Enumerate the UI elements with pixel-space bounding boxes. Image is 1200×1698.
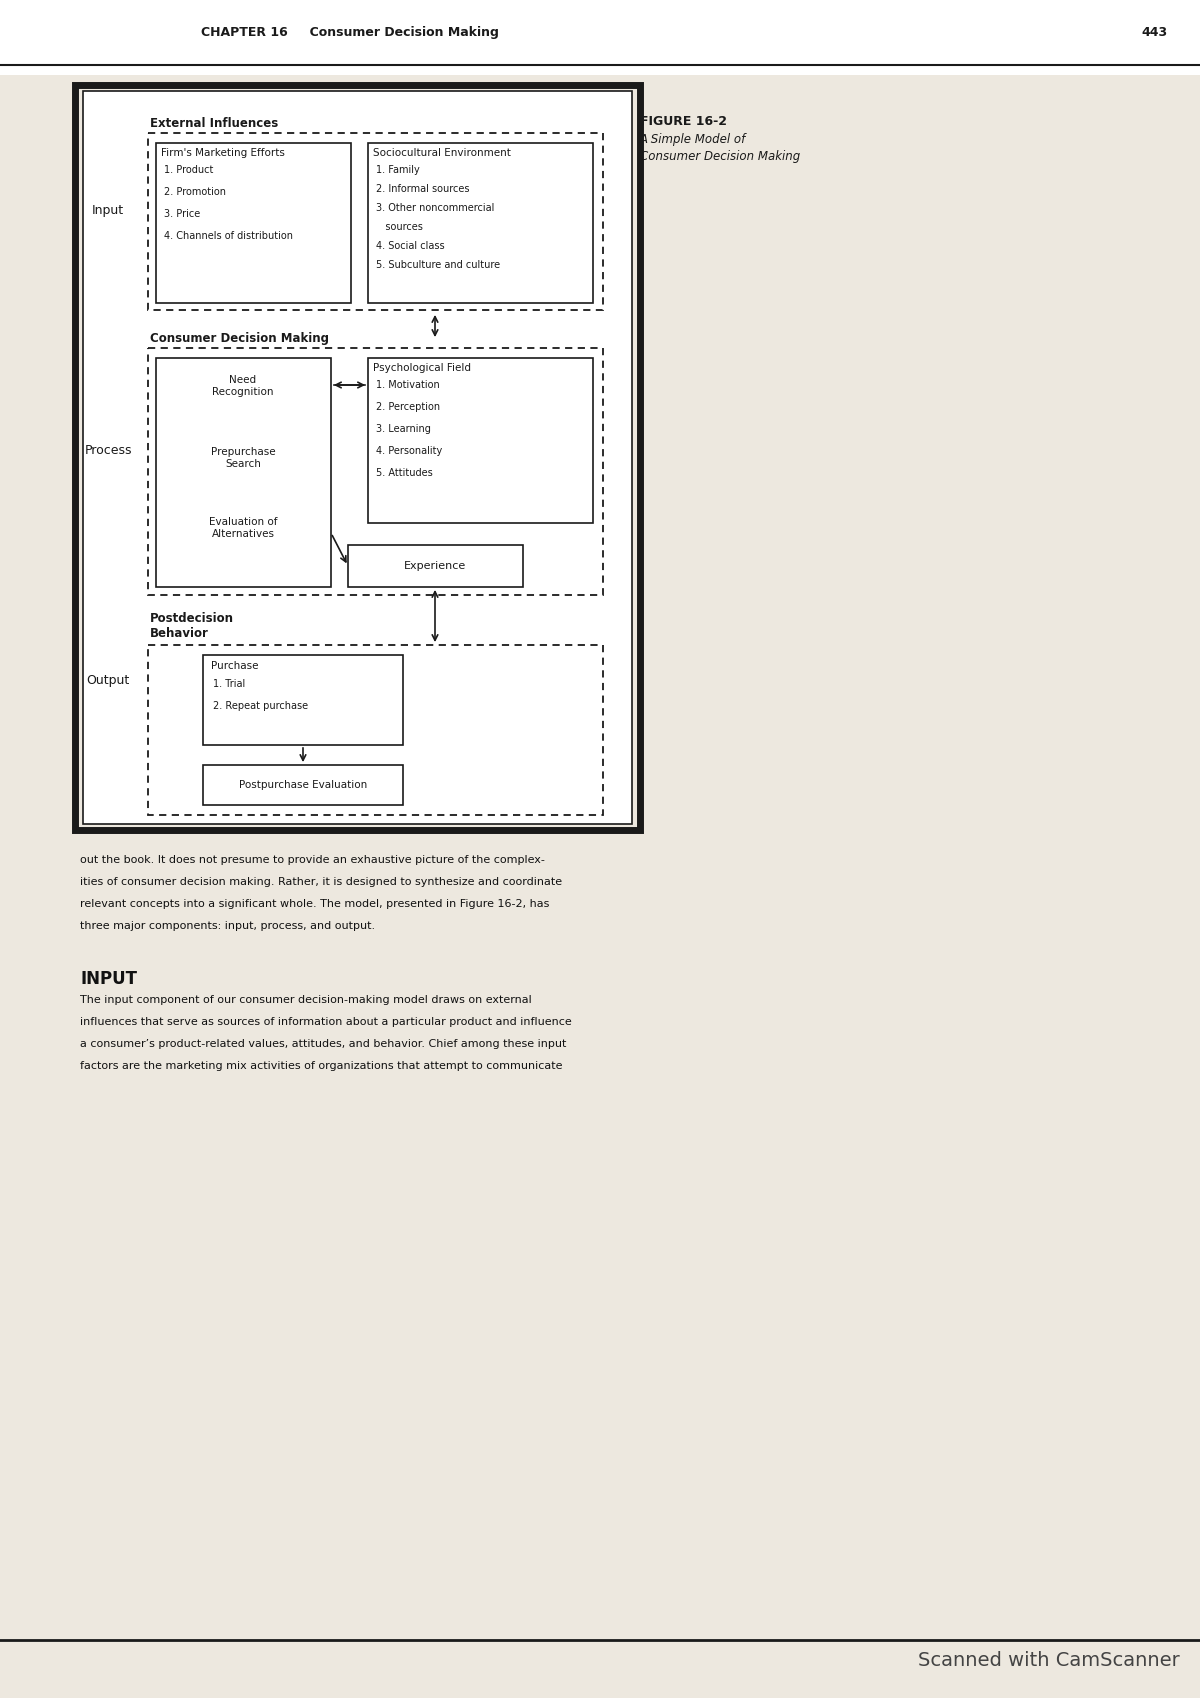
- Text: 2. Repeat purchase: 2. Repeat purchase: [214, 701, 308, 711]
- Text: Purchase: Purchase: [211, 661, 258, 671]
- Text: three major components: input, process, and output.: three major components: input, process, …: [80, 920, 376, 931]
- Text: Consumer Decision Making: Consumer Decision Making: [150, 333, 329, 345]
- Text: 4. Personality: 4. Personality: [376, 447, 443, 457]
- Text: 1. Product: 1. Product: [164, 165, 214, 175]
- Bar: [0, 841, 1200, 1698]
- Text: 4. Social class: 4. Social class: [376, 241, 445, 251]
- Text: 1. Motivation: 1. Motivation: [376, 380, 439, 391]
- Bar: [156, 143, 352, 302]
- Text: 443: 443: [1142, 25, 1168, 39]
- Text: Sociocultural Environment: Sociocultural Environment: [373, 148, 511, 158]
- Bar: [368, 358, 593, 523]
- Text: ities of consumer decision making. Rather, it is designed to synthesize and coor: ities of consumer decision making. Rathe…: [80, 876, 562, 886]
- Bar: [83, 92, 632, 824]
- Text: 4. Channels of distribution: 4. Channels of distribution: [164, 231, 293, 241]
- Text: CHAPTER 16     Consumer Decision Making: CHAPTER 16 Consumer Decision Making: [202, 25, 499, 39]
- Text: 3. Learning: 3. Learning: [376, 424, 431, 435]
- Text: 5. Attitudes: 5. Attitudes: [376, 469, 433, 479]
- Text: Need
Recognition: Need Recognition: [212, 375, 274, 397]
- Bar: [148, 645, 604, 815]
- Text: 3. Other noncommercial: 3. Other noncommercial: [376, 204, 494, 212]
- Bar: [368, 143, 593, 302]
- Text: 2. Informal sources: 2. Informal sources: [376, 183, 469, 194]
- Text: 1. Family: 1. Family: [376, 165, 420, 175]
- Text: Prepurchase
Search: Prepurchase Search: [211, 447, 275, 469]
- Bar: [203, 655, 403, 745]
- Text: 5. Subculture and culture: 5. Subculture and culture: [376, 260, 500, 270]
- Text: relevant concepts into a significant whole. The model, presented in Figure 16-2,: relevant concepts into a significant who…: [80, 898, 550, 908]
- Text: INPUT: INPUT: [80, 970, 137, 988]
- Text: External Influences: External Influences: [150, 117, 278, 131]
- Text: Output: Output: [86, 674, 130, 686]
- Text: 2. Promotion: 2. Promotion: [164, 187, 226, 197]
- Bar: [203, 766, 403, 805]
- Text: Consumer Decision Making: Consumer Decision Making: [640, 149, 800, 163]
- Text: A Simple Model of: A Simple Model of: [640, 132, 746, 146]
- Text: Input: Input: [92, 204, 124, 217]
- Text: Postdecision
Behavior: Postdecision Behavior: [150, 611, 234, 640]
- Text: FIGURE 16-2: FIGURE 16-2: [640, 115, 727, 127]
- Text: 2. Perception: 2. Perception: [376, 402, 440, 413]
- Bar: [148, 132, 604, 311]
- Text: Experience: Experience: [404, 560, 466, 571]
- Bar: [156, 358, 331, 588]
- Bar: [74, 85, 640, 830]
- Text: 3. Price: 3. Price: [164, 209, 200, 219]
- Text: Evaluation of
Alternatives: Evaluation of Alternatives: [209, 518, 277, 538]
- Text: 1. Trial: 1. Trial: [214, 679, 245, 689]
- Bar: [148, 348, 604, 594]
- Text: The input component of our consumer decision-making model draws on external: The input component of our consumer deci…: [80, 995, 532, 1005]
- Text: factors are the marketing mix activities of organizations that attempt to commun: factors are the marketing mix activities…: [80, 1061, 563, 1071]
- Text: sources: sources: [376, 222, 422, 233]
- Bar: [0, 0, 1200, 75]
- Text: Scanned with CamScanner: Scanned with CamScanner: [918, 1650, 1180, 1671]
- Text: out the book. It does not presume to provide an exhaustive picture of the comple: out the book. It does not presume to pro…: [80, 856, 545, 864]
- Text: Process: Process: [84, 443, 132, 457]
- Text: a consumer’s product-related values, attitudes, and behavior. Chief among these : a consumer’s product-related values, att…: [80, 1039, 566, 1049]
- Text: influences that serve as sources of information about a particular product and i: influences that serve as sources of info…: [80, 1017, 571, 1027]
- Text: Postpurchase Evaluation: Postpurchase Evaluation: [239, 779, 367, 790]
- Text: Firm's Marketing Efforts: Firm's Marketing Efforts: [161, 148, 284, 158]
- Text: Psychological Field: Psychological Field: [373, 363, 470, 374]
- Bar: [348, 545, 523, 588]
